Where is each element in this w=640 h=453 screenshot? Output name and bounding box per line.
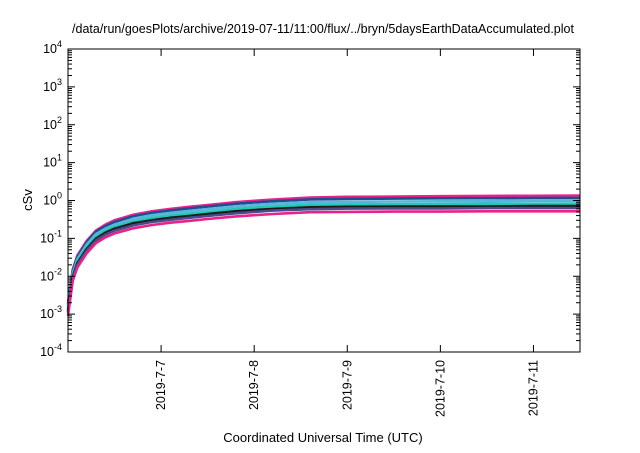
y-tick-label: 10-3 bbox=[40, 304, 62, 321]
y-tick-label: 102 bbox=[43, 115, 62, 132]
series-line-7 bbox=[66, 210, 580, 317]
x-axis-label: Coordinated Universal Time (UTC) bbox=[223, 430, 422, 445]
y-tick-label: 10-4 bbox=[40, 342, 62, 359]
x-tick-label: 2019-7-11 bbox=[526, 360, 540, 416]
y-tick-label: 103 bbox=[43, 77, 62, 94]
series-line-2 bbox=[66, 196, 581, 305]
series-line-5 bbox=[66, 204, 580, 312]
y-tick-label: 104 bbox=[43, 39, 62, 56]
series-layer bbox=[66, 194, 581, 317]
axis-layer: 10-4 10-3 10-2 10-1 100 101 102 103 104 2019-7-7 2… bbox=[40, 39, 580, 417]
y-tick-label: 101 bbox=[43, 153, 62, 170]
x-tick-label: 2019-7-9 bbox=[340, 360, 354, 410]
y-axis-label: cSv bbox=[20, 189, 35, 211]
series-line-6 bbox=[66, 206, 580, 313]
x-tick-label: 2019-7-7 bbox=[154, 360, 168, 410]
series-line-3 bbox=[66, 199, 581, 307]
y-tick-label: 100 bbox=[43, 191, 62, 208]
x-tick-label: 2019-7-8 bbox=[247, 360, 261, 410]
chart-title: /data/run/goesPlots/archive/2019-07-11/1… bbox=[72, 22, 574, 36]
y-tick-label: 10-2 bbox=[40, 266, 62, 283]
series-line-4 bbox=[66, 202, 581, 309]
x-tick-label: 2019-7-10 bbox=[433, 360, 447, 417]
y-tick-label: 10-1 bbox=[40, 228, 62, 245]
